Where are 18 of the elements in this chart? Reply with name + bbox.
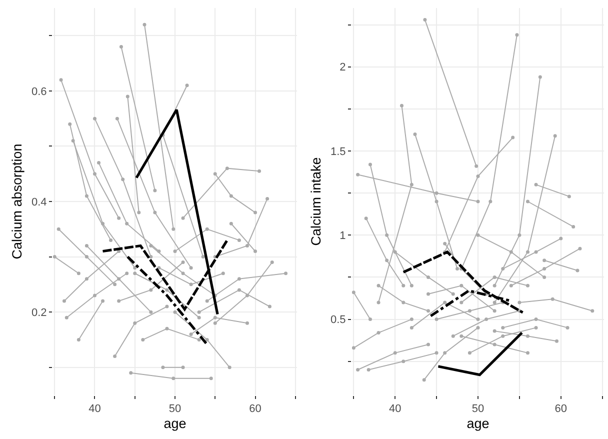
y-tick-label: 2: [340, 62, 346, 74]
y-tick-label: 1.5: [330, 146, 346, 158]
y-tick-label: 0.5: [330, 314, 346, 326]
x-tick-label: 40: [388, 403, 402, 416]
y-axis-title: Calcium absorption: [9, 144, 24, 260]
line-series: [402, 250, 524, 314]
x-tick-label: 50: [168, 403, 182, 416]
y-tick-label: 1: [340, 230, 346, 242]
y-tick-label: 0.2: [32, 306, 47, 319]
x-tick-label: 40: [88, 403, 101, 416]
x-axis-title: age: [164, 416, 186, 432]
x-tick-label: 60: [249, 403, 262, 416]
y-axis-title: Calcium intake: [308, 157, 324, 246]
x-tick-label: 50: [472, 403, 484, 416]
y-tick-label: 0.6: [32, 86, 47, 98]
y-tick-label: 0.4: [32, 196, 47, 208]
x-axis-title: age: [466, 416, 490, 432]
x-tick-label: 60: [554, 403, 568, 416]
